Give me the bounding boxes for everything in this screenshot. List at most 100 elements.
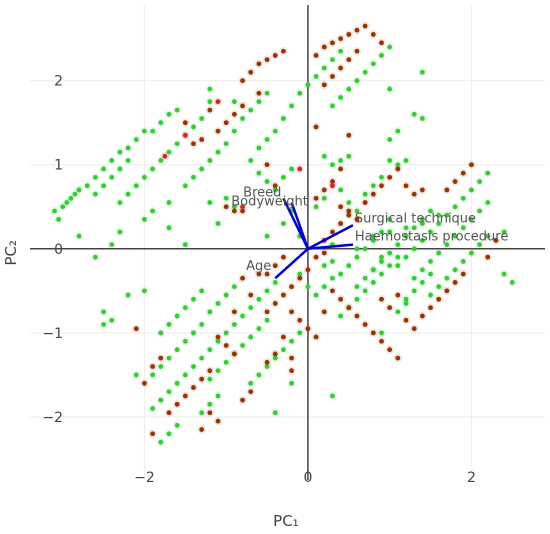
data-point (231, 208, 237, 214)
data-point (223, 195, 229, 201)
data-point (477, 208, 483, 214)
data-point (313, 53, 319, 58)
data-point (207, 86, 213, 92)
data-point (60, 204, 66, 210)
data-point (395, 162, 401, 168)
data-point (354, 254, 360, 260)
data-point (338, 296, 344, 302)
data-point (346, 86, 352, 92)
data-point (158, 439, 164, 445)
data-point (158, 397, 164, 403)
data-point (419, 216, 425, 222)
data-point (109, 242, 115, 248)
data-point (403, 254, 409, 260)
data-point (370, 280, 376, 285)
data-point (379, 259, 384, 264)
data-point (379, 183, 384, 189)
data-point (370, 267, 376, 273)
data-point (142, 288, 147, 294)
loading-label: Surgical technique (355, 211, 476, 226)
data-point (387, 137, 393, 142)
data-point (338, 65, 344, 71)
data-point (469, 250, 474, 256)
data-point (240, 204, 245, 210)
data-point (395, 128, 401, 134)
data-point (72, 191, 78, 197)
data-point (379, 53, 384, 58)
data-point (444, 275, 450, 281)
data-point (289, 309, 294, 315)
data-point (387, 44, 393, 50)
data-point (452, 280, 458, 285)
data-point (215, 99, 221, 105)
data-point (395, 292, 401, 298)
data-point (313, 74, 319, 79)
data-point (166, 431, 172, 437)
data-point (477, 179, 483, 184)
data-point (395, 309, 401, 315)
data-point (199, 166, 205, 172)
data-point (330, 179, 335, 184)
data-point (297, 166, 303, 172)
data-point (419, 187, 425, 193)
data-point (223, 204, 229, 210)
data-point (248, 389, 254, 395)
data-point (289, 103, 294, 109)
data-point (207, 158, 213, 163)
data-point (330, 393, 335, 399)
data-point (297, 275, 303, 281)
data-point (215, 418, 221, 424)
loading-vector (274, 247, 309, 280)
data-point (109, 317, 115, 323)
data-point (174, 141, 180, 147)
data-point (223, 292, 229, 298)
data-point (370, 61, 376, 67)
data-point (215, 334, 221, 340)
data-point (272, 128, 278, 134)
data-point (231, 128, 237, 134)
data-point (117, 166, 123, 172)
data-point (403, 225, 409, 231)
data-point (240, 116, 245, 121)
data-point (223, 120, 229, 126)
data-point (101, 309, 106, 315)
data-point (191, 174, 196, 180)
data-point (354, 216, 360, 222)
data-point (264, 317, 270, 323)
data-point (305, 267, 311, 273)
data-point (101, 166, 106, 172)
data-point (125, 191, 131, 197)
data-point (256, 145, 262, 151)
data-point (68, 195, 74, 201)
data-point (264, 309, 270, 315)
data-point (272, 187, 278, 193)
data-point (370, 32, 376, 37)
data-point (501, 271, 507, 277)
data-point (174, 347, 180, 353)
data-point (289, 368, 294, 374)
data-point (452, 233, 458, 239)
data-point (379, 296, 384, 302)
data-point (321, 65, 327, 71)
data-point (158, 120, 164, 126)
data-point (133, 326, 139, 332)
data-point (281, 174, 286, 180)
data-point (166, 200, 172, 205)
data-point (150, 208, 156, 214)
data-point (338, 221, 344, 226)
data-point (289, 166, 294, 172)
data-point (199, 288, 205, 294)
data-point (297, 330, 303, 336)
data-point (501, 229, 507, 235)
data-point (444, 187, 450, 193)
data-point (248, 292, 254, 298)
data-point (166, 111, 172, 117)
data-point (199, 427, 205, 432)
data-point (452, 179, 458, 184)
data-point (354, 246, 360, 252)
data-point (379, 229, 384, 235)
loading-label: Breed (243, 185, 281, 200)
data-point (403, 317, 409, 323)
loading-label: Haemostasis procedure (355, 230, 508, 245)
data-point (395, 254, 401, 260)
